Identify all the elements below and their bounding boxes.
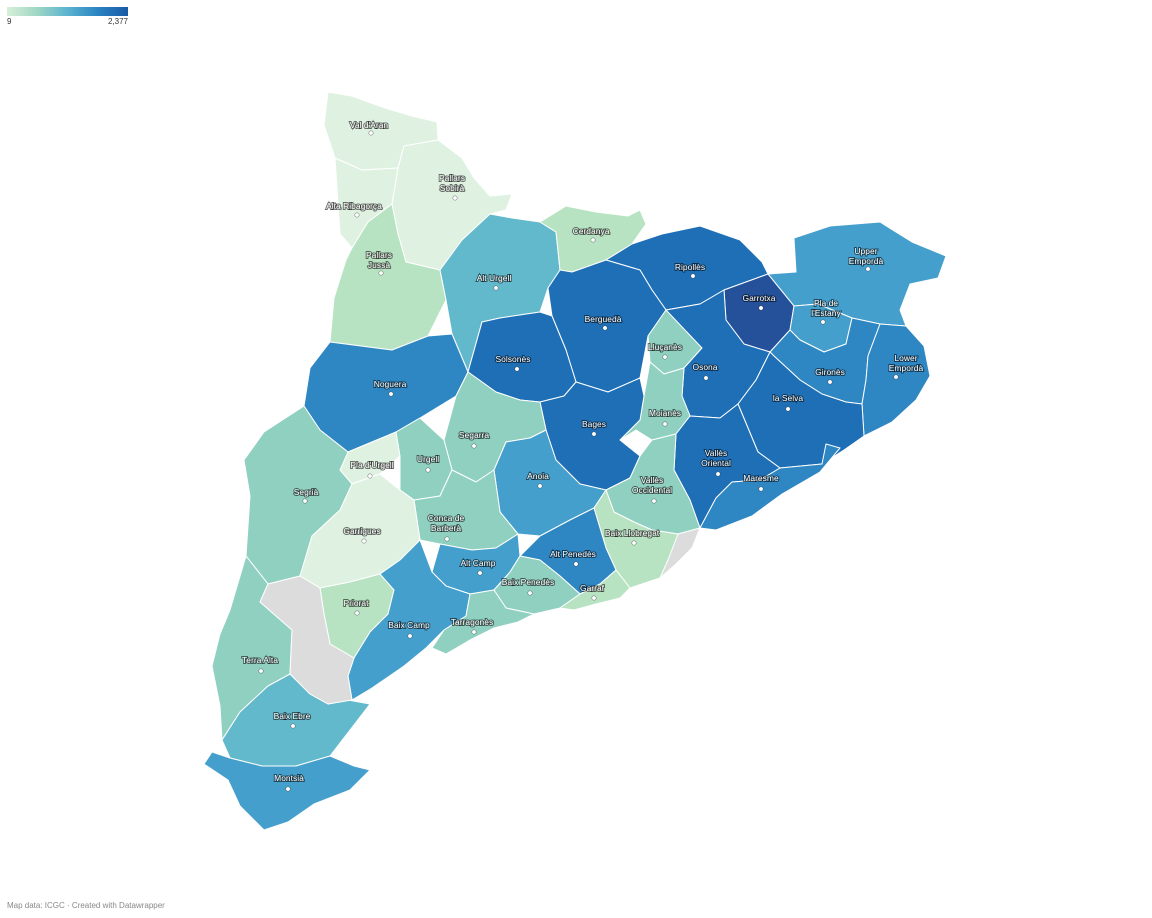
marker-anoia bbox=[537, 483, 543, 489]
label-bages: Bages bbox=[582, 419, 606, 429]
region-ribera-d-ebre[interactable] bbox=[259, 575, 355, 705]
marker-baix-ebre bbox=[290, 723, 296, 729]
legend-min-value: 9 bbox=[7, 17, 12, 26]
marker-cerdanya bbox=[590, 237, 596, 243]
label-valles-occidental: Vallès Occidental bbox=[632, 475, 672, 495]
region-conca-de-barbera[interactable] bbox=[413, 469, 519, 551]
marker-la-selva bbox=[785, 406, 791, 412]
label-solsones: Solsonès bbox=[496, 354, 531, 364]
label-baix-penedes: Baix Penedès bbox=[502, 577, 554, 587]
marker-valles-oriental bbox=[715, 471, 721, 477]
label-girones: Gironès bbox=[815, 367, 845, 377]
marker-segria bbox=[302, 498, 308, 504]
map-credit: Map data: ICGC · Created with Datawrappe… bbox=[7, 901, 165, 910]
marker-montsia bbox=[285, 786, 291, 792]
label-ripolles: Ripollès bbox=[675, 262, 705, 272]
label-pla-d-urgell: Pla d'Urgell bbox=[350, 460, 393, 470]
marker-lower-emporda bbox=[893, 374, 899, 380]
label-baix-ebre: Baix Ebre bbox=[274, 711, 311, 721]
color-legend: 9 2,377 bbox=[7, 7, 128, 29]
marker-baix-penedes bbox=[527, 590, 533, 596]
label-lower-emporda: Lower Empordà bbox=[889, 353, 924, 373]
label-conca-de-barbera: Conca de Barberà bbox=[428, 513, 465, 533]
label-garraf: Garraf bbox=[580, 583, 605, 593]
region-garraf[interactable] bbox=[559, 569, 631, 611]
marker-val-d-aran bbox=[368, 130, 374, 136]
marker-baix-camp bbox=[407, 633, 413, 639]
marker-priorat bbox=[354, 610, 360, 616]
region-barcelones[interactable] bbox=[659, 527, 701, 579]
marker-osona bbox=[703, 375, 709, 381]
marker-bages bbox=[591, 431, 597, 437]
label-valles-oriental: Vallès Oriental bbox=[701, 448, 731, 468]
labels-layer: Val d'Aran Pallars Sobirà Alta Ribagorça Pal… bbox=[241, 119, 925, 792]
region-tarragones[interactable] bbox=[431, 589, 535, 655]
label-pallars-sobira: Pallars Sobirà bbox=[439, 173, 465, 193]
label-alta-ribagorca: Alta Ribagorça bbox=[326, 201, 382, 211]
label-upper-emporda: Upper Empordà bbox=[849, 246, 884, 266]
region-noguera[interactable] bbox=[303, 333, 469, 453]
legend-max-value: 2,377 bbox=[107, 17, 128, 26]
region-maresme[interactable] bbox=[699, 443, 841, 531]
marker-valles-occidental bbox=[651, 498, 657, 504]
marker-garraf bbox=[591, 595, 597, 601]
marker-baix-llobregat bbox=[631, 540, 637, 546]
marker-urgell bbox=[425, 467, 431, 473]
label-alt-camp: Alt Camp bbox=[461, 558, 496, 568]
label-priorat: Priorat bbox=[343, 598, 369, 608]
marker-garrigues bbox=[361, 538, 367, 544]
label-segria: Segrià bbox=[294, 487, 319, 497]
marker-maresme bbox=[758, 486, 764, 492]
label-anoia: Anoia bbox=[527, 471, 549, 481]
label-la-selva: la Selva bbox=[773, 393, 804, 403]
marker-terra-alta bbox=[258, 668, 264, 674]
label-montsia: Montsià bbox=[274, 773, 304, 783]
regions-layer bbox=[203, 91, 947, 831]
marker-solsones bbox=[514, 366, 520, 372]
region-lower-emporda[interactable] bbox=[861, 323, 931, 437]
marker-alt-urgell bbox=[493, 285, 499, 291]
marker-alt-camp bbox=[477, 570, 483, 576]
marker-noguera bbox=[388, 391, 394, 397]
marker-pla-de-l-estany bbox=[820, 319, 826, 325]
label-terra-alta: Terra Alta bbox=[242, 655, 278, 665]
label-pallars-jussa: Pallars Jussà bbox=[366, 250, 392, 270]
marker-bergueda bbox=[602, 325, 608, 331]
marker-tarragones bbox=[471, 629, 477, 635]
marker-conca-de-barbera bbox=[444, 536, 450, 542]
marker-llucanes bbox=[662, 354, 668, 360]
label-llucanes: Lluçanès bbox=[648, 342, 682, 352]
label-segarra: Segarra bbox=[459, 430, 490, 440]
label-garrotxa: Garrotxa bbox=[742, 293, 775, 303]
label-moianes: Moianès bbox=[649, 408, 681, 418]
marker-upper-emporda bbox=[865, 266, 871, 272]
marker-pla-d-urgell bbox=[367, 473, 373, 479]
marker-alta-ribagorca bbox=[354, 212, 360, 218]
legend-gradient-bar bbox=[7, 7, 128, 16]
marker-moianes bbox=[662, 421, 668, 427]
label-alt-penedes: Alt Penedès bbox=[550, 549, 596, 559]
label-cerdanya: Cerdanya bbox=[573, 226, 610, 236]
label-alt-urgell: Alt Urgell bbox=[477, 273, 512, 283]
marker-pallars-jussa bbox=[378, 270, 384, 276]
label-urgell: Urgell bbox=[417, 454, 439, 464]
label-maresme: Maresme bbox=[743, 473, 779, 483]
marker-ripolles bbox=[690, 273, 696, 279]
label-baix-llobregat: Baix Llobregat bbox=[605, 528, 660, 538]
label-tarragones: Tarragonès bbox=[451, 617, 494, 627]
marker-pallars-sobira bbox=[452, 195, 458, 201]
label-osona: Osona bbox=[692, 362, 717, 372]
label-garrigues: Garrigues bbox=[343, 526, 380, 536]
marker-garrotxa bbox=[758, 305, 764, 311]
region-montsia[interactable] bbox=[203, 751, 371, 831]
marker-alt-penedes bbox=[573, 561, 579, 567]
label-noguera: Noguera bbox=[374, 379, 407, 389]
marker-girones bbox=[827, 379, 833, 385]
marker-segarra bbox=[471, 443, 477, 449]
label-val-d-aran: Val d'Aran bbox=[350, 120, 389, 130]
label-baix-camp: Baix Camp bbox=[388, 620, 430, 630]
label-pla-de-l-estany: Pla de l'Estany bbox=[811, 298, 841, 318]
label-bergueda: Berguedà bbox=[585, 314, 622, 324]
